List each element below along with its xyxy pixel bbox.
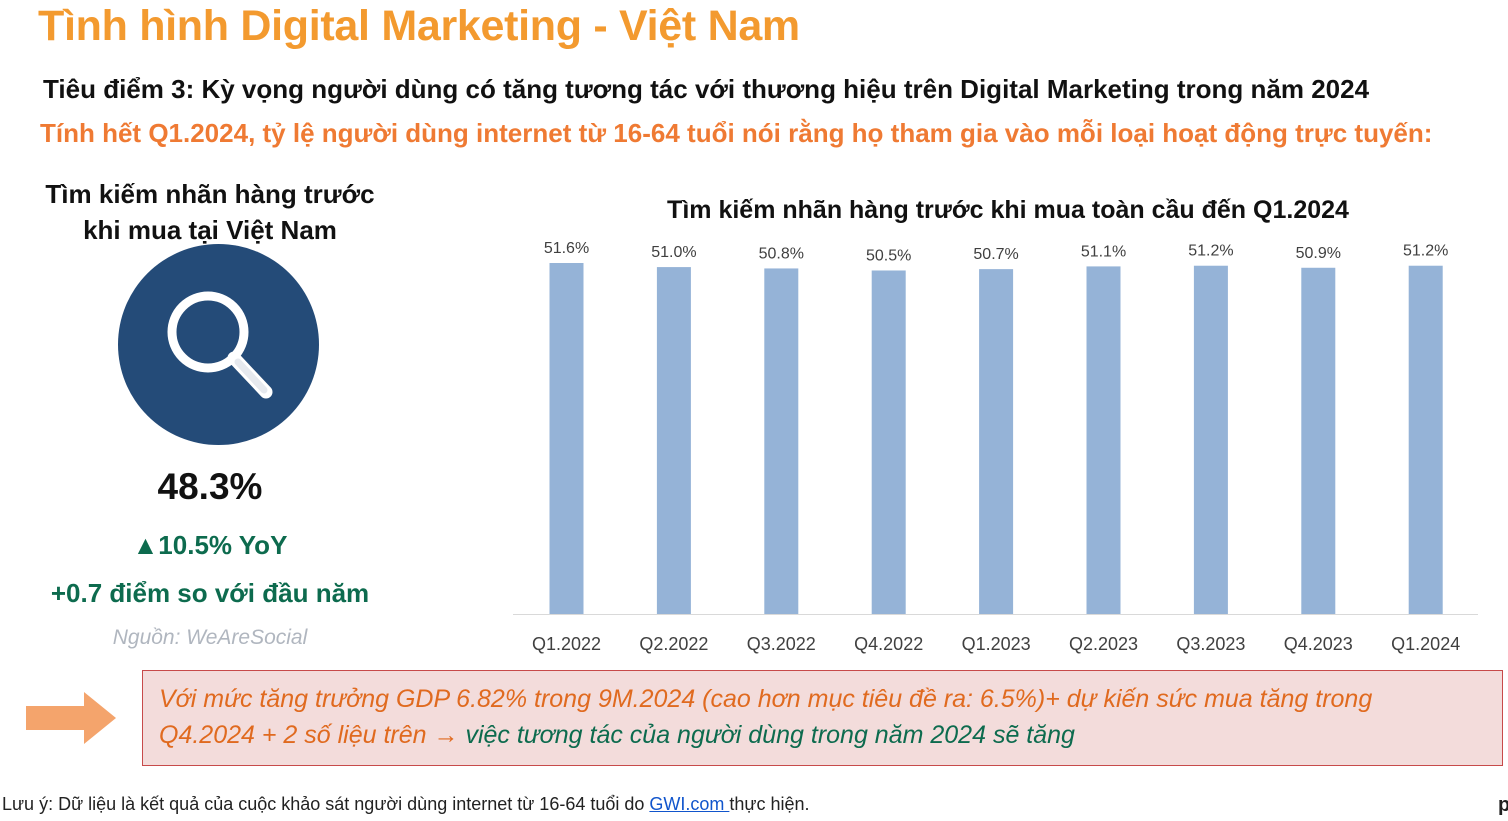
x-tick-label: Q4.2023 xyxy=(1284,634,1353,654)
focus-subtitle: Tính hết Q1.2024, tỷ lệ người dùng inter… xyxy=(40,118,1433,148)
bar-Q1.2023 xyxy=(979,269,1014,614)
conclusion-line2-part1: Q4.2024 + 2 số liệu trên → xyxy=(159,721,466,749)
data-label: 51.1% xyxy=(1081,243,1126,260)
conclusion-line2: Q4.2024 + 2 số liệu trên → việc tương tá… xyxy=(159,721,1075,750)
vietnam-source: Nguồn: WeAreSocial xyxy=(112,626,308,649)
data-label: 50.9% xyxy=(1296,245,1341,262)
data-label: 51.6% xyxy=(544,240,589,257)
bar-Q4.2023 xyxy=(1301,267,1336,614)
vietnam-yoy: ▲10.5% YoY xyxy=(132,530,288,560)
gwi-link[interactable]: GWI.com xyxy=(649,794,730,814)
x-tick-label: Q1.2024 xyxy=(1391,634,1460,654)
bar-Q1.2024 xyxy=(1408,265,1443,614)
search-icon xyxy=(118,244,319,445)
data-label: 51.2% xyxy=(1403,243,1448,260)
footnote-suffix: thực hiện. xyxy=(729,794,810,814)
bar-Q3.2023 xyxy=(1193,265,1228,614)
x-tick-label: Q4.2022 xyxy=(854,634,923,654)
x-tick-label: Q3.2023 xyxy=(1176,634,1245,654)
data-label: 51.2% xyxy=(1188,243,1233,260)
bar-Q4.2022 xyxy=(871,270,906,614)
footnote: Lưu ý: Dữ liệu là kết quả của cuộc khảo … xyxy=(2,794,810,815)
data-label: 50.5% xyxy=(866,247,911,264)
x-tick-label: Q3.2022 xyxy=(747,634,816,654)
conclusion-line2-part2: việc tương tác của người dùng trong năm … xyxy=(465,721,1075,749)
arrow-right-icon xyxy=(26,692,116,744)
vietnam-panel-title: Tìm kiếm nhãn hàng trước khi mua tại Việ… xyxy=(40,176,380,248)
chart-title: Tìm kiếm nhãn hàng trước khi mua toàn cầ… xyxy=(667,196,1349,224)
x-tick-label: Q1.2022 xyxy=(532,634,601,654)
vietnam-value: 48.3% xyxy=(157,466,263,507)
vietnam-title-line1: Tìm kiếm nhãn hàng trước xyxy=(45,179,375,209)
data-label: 50.8% xyxy=(759,245,804,262)
conclusion-line1: Với mức tăng trưởng GDP 6.82% trong 9M.2… xyxy=(159,685,1373,713)
bar-Q1.2022 xyxy=(549,263,584,614)
corner-text: p xyxy=(1498,794,1508,816)
conclusion-box: Với mức tăng trưởng GDP 6.82% trong 9M.2… xyxy=(142,670,1503,766)
data-label: 51.0% xyxy=(651,244,696,261)
footnote-prefix: Lưu ý: Dữ liệu là kết quả của cuộc khảo … xyxy=(2,794,650,814)
bar-Q3.2022 xyxy=(764,268,799,614)
focus-title: Tiêu điểm 3: Kỳ vọng người dùng có tăng … xyxy=(43,74,1370,104)
vietnam-points-change: +0.7 điểm so với đầu năm xyxy=(50,578,370,608)
bar-Q2.2023 xyxy=(1086,266,1121,614)
bar-Q2.2022 xyxy=(656,267,691,614)
data-label: 50.7% xyxy=(973,246,1018,263)
vietnam-title-line2: khi mua tại Việt Nam xyxy=(83,215,337,245)
x-tick-label: Q1.2023 xyxy=(962,634,1031,654)
x-tick-label: Q2.2022 xyxy=(639,634,708,654)
page-title: Tình hình Digital Marketing - Việt Nam xyxy=(38,2,800,50)
x-tick-label: Q2.2023 xyxy=(1069,634,1138,654)
